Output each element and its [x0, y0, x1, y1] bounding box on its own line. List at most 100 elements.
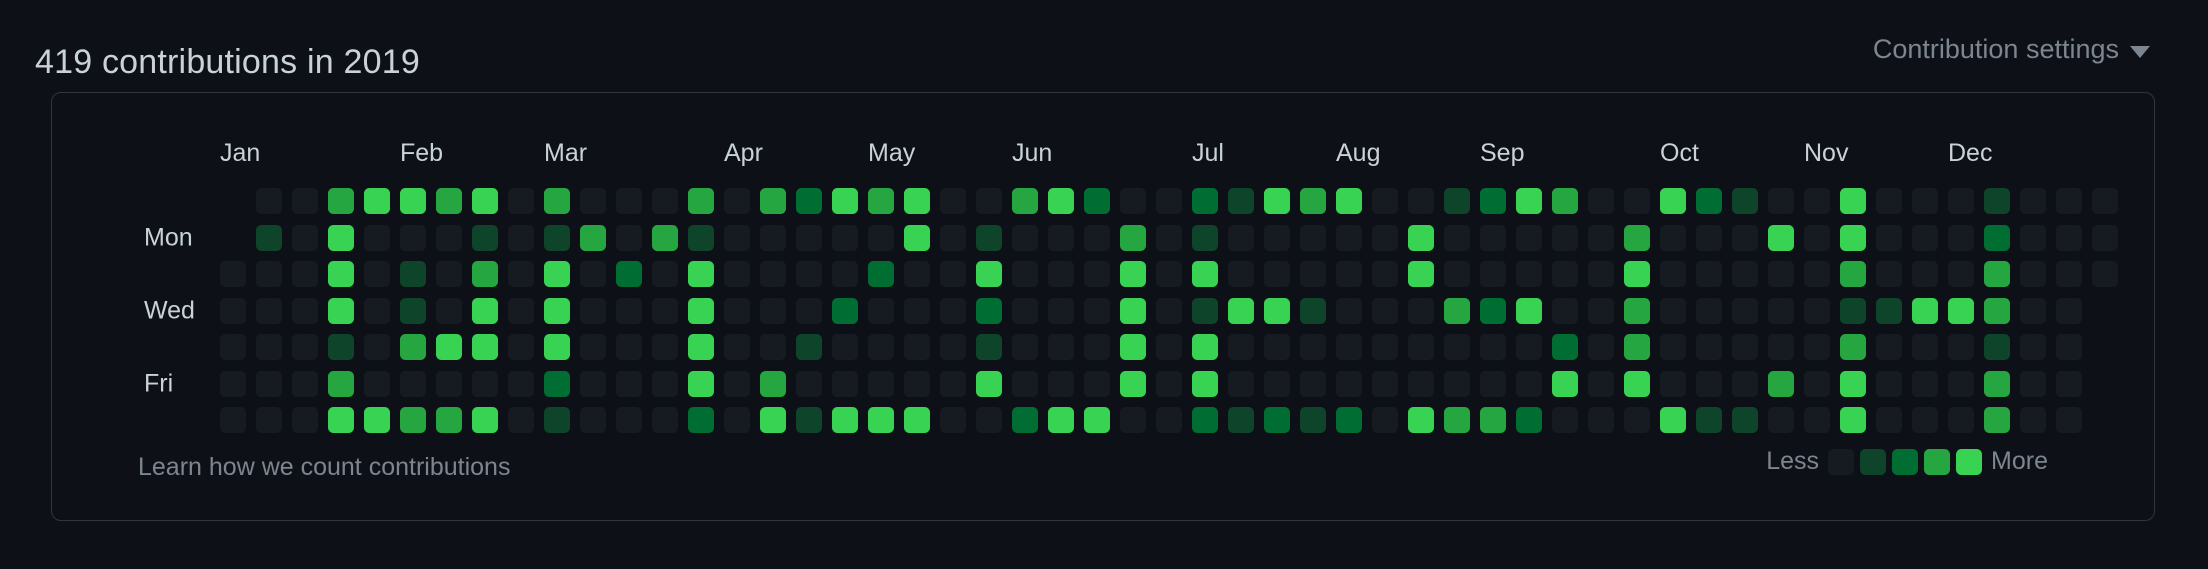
contribution-cell[interactable]	[2020, 334, 2046, 360]
contribution-cell[interactable]	[832, 334, 858, 360]
contribution-cell[interactable]	[1696, 334, 1722, 360]
contribution-cell[interactable]	[1984, 407, 2010, 433]
contribution-cell[interactable]	[904, 224, 930, 251]
contribution-cell[interactable]	[1588, 297, 1614, 324]
contribution-cell[interactable]	[1084, 297, 1110, 324]
contribution-cell[interactable]	[1300, 297, 1326, 324]
contribution-cell[interactable]	[1516, 297, 1542, 324]
contribution-cell[interactable]	[652, 261, 678, 287]
contribution-cell[interactable]	[472, 297, 498, 324]
contribution-cell[interactable]	[1372, 334, 1398, 360]
contribution-cell[interactable]	[580, 334, 606, 360]
contribution-cell[interactable]	[472, 261, 498, 287]
contribution-cell[interactable]	[796, 334, 822, 360]
contribution-cell[interactable]	[1876, 261, 1902, 287]
contribution-cell[interactable]	[1012, 188, 1038, 214]
contribution-cell[interactable]	[508, 297, 534, 324]
contribution-cell[interactable]	[256, 370, 282, 397]
contribution-cell[interactable]	[1084, 261, 1110, 287]
contribution-cell[interactable]	[1408, 334, 1434, 360]
contribution-cell[interactable]	[1264, 407, 1290, 433]
contribution-cell[interactable]	[364, 334, 390, 360]
contribution-cell[interactable]	[1948, 261, 1974, 287]
contribution-cell[interactable]	[328, 407, 354, 433]
contribution-cell[interactable]	[976, 261, 1002, 287]
contribution-cell[interactable]	[760, 297, 786, 324]
contribution-cell[interactable]	[1552, 407, 1578, 433]
contribution-cell[interactable]	[1048, 407, 1074, 433]
contribution-cell[interactable]	[1228, 297, 1254, 324]
contribution-cell[interactable]	[1444, 407, 1470, 433]
contribution-cell[interactable]	[724, 334, 750, 360]
contribution-cell[interactable]	[1300, 334, 1326, 360]
learn-how-link[interactable]: Learn how we count contributions	[138, 453, 511, 481]
contribution-cell[interactable]	[1912, 407, 1938, 433]
contribution-cell[interactable]	[1012, 224, 1038, 251]
contribution-cell[interactable]	[688, 407, 714, 433]
contribution-cell[interactable]	[1084, 407, 1110, 433]
contribution-cell[interactable]	[544, 224, 570, 251]
contribution-cell[interactable]	[1480, 370, 1506, 397]
contribution-cell[interactable]	[1372, 261, 1398, 287]
contribution-cell[interactable]	[1012, 334, 1038, 360]
contribution-cell[interactable]	[1264, 188, 1290, 214]
contribution-cell[interactable]	[1732, 370, 1758, 397]
contribution-cell[interactable]	[1336, 188, 1362, 214]
contribution-cell[interactable]	[436, 370, 462, 397]
contribution-cell[interactable]	[2020, 188, 2046, 214]
contribution-cell[interactable]	[1732, 334, 1758, 360]
contribution-cell[interactable]	[436, 188, 462, 214]
contribution-cell[interactable]	[2056, 224, 2082, 251]
contribution-cell[interactable]	[472, 224, 498, 251]
contribution-cell[interactable]	[544, 407, 570, 433]
contribution-cell[interactable]	[760, 261, 786, 287]
contribution-cell[interactable]	[688, 370, 714, 397]
contribution-cell[interactable]	[1156, 261, 1182, 287]
contribution-cell[interactable]	[256, 407, 282, 433]
contribution-cell[interactable]	[1660, 370, 1686, 397]
contribution-cell[interactable]	[1264, 297, 1290, 324]
contribution-cell[interactable]	[1804, 334, 1830, 360]
contribution-cell[interactable]	[1768, 297, 1794, 324]
contribution-cell[interactable]	[1120, 370, 1146, 397]
contribution-cell[interactable]	[832, 407, 858, 433]
contribution-cell[interactable]	[1876, 407, 1902, 433]
contribution-cell[interactable]	[940, 297, 966, 324]
contribution-cell[interactable]	[400, 224, 426, 251]
contribution-cell[interactable]	[1876, 297, 1902, 324]
contribution-cell[interactable]	[940, 334, 966, 360]
contribution-cell[interactable]	[1156, 334, 1182, 360]
contribution-cell[interactable]	[544, 334, 570, 360]
contribution-cell[interactable]	[364, 188, 390, 214]
contribution-cell[interactable]	[2056, 261, 2082, 287]
contribution-cell[interactable]	[1732, 188, 1758, 214]
contribution-cell[interactable]	[652, 188, 678, 214]
contribution-cell[interactable]	[1660, 297, 1686, 324]
contribution-cell[interactable]	[760, 370, 786, 397]
contribution-cell[interactable]	[1300, 224, 1326, 251]
contribution-cell[interactable]	[1696, 224, 1722, 251]
contribution-cell[interactable]	[1984, 261, 2010, 287]
contribution-cell[interactable]	[1480, 188, 1506, 214]
contribution-cell[interactable]	[2020, 261, 2046, 287]
contribution-cell[interactable]	[1588, 261, 1614, 287]
contribution-cell[interactable]	[436, 261, 462, 287]
contribution-cell[interactable]	[364, 261, 390, 287]
contribution-cell[interactable]	[1840, 334, 1866, 360]
contribution-cell[interactable]	[1768, 224, 1794, 251]
contribution-cell[interactable]	[1768, 334, 1794, 360]
contribution-cell[interactable]	[760, 407, 786, 433]
contribution-cell[interactable]	[220, 370, 246, 397]
contribution-cell[interactable]	[580, 224, 606, 251]
contribution-cell[interactable]	[1012, 407, 1038, 433]
contribution-cell[interactable]	[1156, 188, 1182, 214]
contribution-cell[interactable]	[760, 334, 786, 360]
contribution-cell[interactable]	[1228, 334, 1254, 360]
contribution-cell[interactable]	[292, 407, 318, 433]
contribution-cell[interactable]	[1588, 188, 1614, 214]
contribution-cell[interactable]	[292, 370, 318, 397]
contribution-cell[interactable]	[328, 334, 354, 360]
contribution-cell[interactable]	[1696, 297, 1722, 324]
contribution-cell[interactable]	[1804, 370, 1830, 397]
contribution-cell[interactable]	[436, 407, 462, 433]
